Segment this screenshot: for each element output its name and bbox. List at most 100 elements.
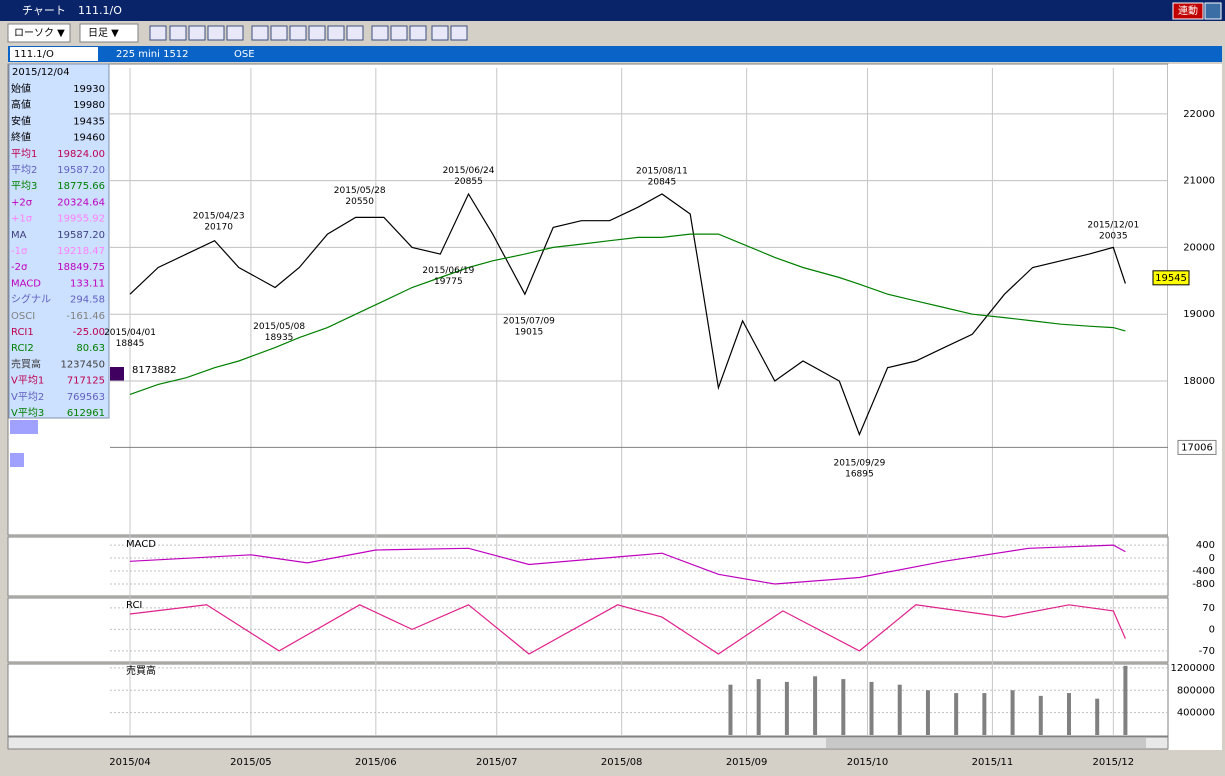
link-button-label[interactable]: 連動 <box>1178 4 1198 17</box>
extreme-date: 2015/07/09 <box>503 317 555 327</box>
info-value: 769563 <box>67 392 105 403</box>
period-label[interactable]: 日足 ▼ <box>88 27 119 39</box>
info-value: 80.63 <box>76 343 105 354</box>
volume-bar <box>813 676 818 735</box>
tool-icon[interactable] <box>251 25 269 41</box>
extreme-date: 2015/05/28 <box>334 186 386 196</box>
panel-label: RCI <box>126 600 142 611</box>
chart-kind-select[interactable] <box>7 23 71 43</box>
title-bar <box>0 0 1225 21</box>
x-tick-label: 2015/04 <box>109 757 151 768</box>
tool-icon[interactable] <box>270 25 288 41</box>
extreme-value: 20855 <box>454 177 483 187</box>
tool-icon[interactable] <box>390 25 408 41</box>
tool-icon[interactable] <box>371 25 389 41</box>
volume-bar <box>728 684 733 735</box>
info-date: 2015/12/04 <box>12 67 70 78</box>
volume-bar <box>784 681 789 735</box>
info-label: V平均3 <box>11 407 44 419</box>
info-bar <box>8 46 1222 62</box>
info-value: 19435 <box>73 116 105 127</box>
extreme-date: 2015/12/01 <box>1087 221 1139 231</box>
info-value: -25.00 <box>73 327 105 338</box>
price-tag: 19545 <box>1155 273 1187 284</box>
extreme-value: 20845 <box>648 177 677 187</box>
info-label: 始値 <box>11 82 31 95</box>
y-tick-label: 800000 <box>1177 685 1215 696</box>
info-label: 終値 <box>11 131 31 144</box>
volume-bar <box>1123 665 1128 735</box>
tool-icon[interactable] <box>149 25 167 41</box>
y-tick-label: 1200000 <box>1170 663 1215 674</box>
info-label: 売買高 <box>11 357 41 370</box>
tool-icon[interactable] <box>226 25 244 41</box>
y-tick-label: 0 <box>1209 624 1215 635</box>
info-label: +1σ <box>11 214 33 225</box>
y-tick-label: 19000 <box>1183 309 1215 320</box>
x-tick-label: 2015/08 <box>601 757 643 768</box>
series-line <box>129 544 1126 585</box>
x-tick-label: 2015/12 <box>1093 757 1135 768</box>
exchange: OSE <box>234 49 255 60</box>
info-label: 安値 <box>11 114 31 127</box>
info-label: -1σ <box>11 246 28 257</box>
tool-icon[interactable] <box>169 25 187 41</box>
code-text[interactable]: 111.1/O <box>14 49 54 60</box>
info-value: 19930 <box>73 84 105 95</box>
x-tick-label: 2015/09 <box>726 757 768 768</box>
volume-bar <box>756 679 761 735</box>
extreme-date: 2015/09/29 <box>833 458 885 468</box>
tool-icon[interactable] <box>188 25 206 41</box>
extreme-value: 18845 <box>116 339 145 349</box>
info-value: 18849.75 <box>57 262 105 273</box>
link-button[interactable] <box>1172 2 1204 20</box>
x-tick-label: 2015/10 <box>847 757 889 768</box>
tool-icon[interactable] <box>207 25 225 41</box>
tool-icon[interactable] <box>289 25 307 41</box>
info-label: シグナル <box>11 293 51 306</box>
tool-icon[interactable] <box>346 25 364 41</box>
window-symbol: 111.1/O <box>78 4 122 17</box>
volume-bar <box>869 681 874 735</box>
y-tick-label: 0 <box>1209 553 1215 564</box>
code-input[interactable] <box>10 47 98 61</box>
extreme-value: 20170 <box>204 223 233 233</box>
x-tick-label: 2015/07 <box>476 757 518 768</box>
info-value: 19587.20 <box>57 230 105 241</box>
tool-icon[interactable] <box>431 25 449 41</box>
info-value: 18775.66 <box>57 181 105 192</box>
right-axis-area <box>1168 64 1222 750</box>
volume-bar <box>1010 690 1015 735</box>
info-label: 平均1 <box>11 148 37 160</box>
info-label: 平均2 <box>11 164 37 176</box>
instrument-name: 225 mini 1512 <box>116 49 189 60</box>
extreme-value: 19015 <box>515 328 544 338</box>
volume-panel <box>7 663 1169 737</box>
extreme-date: 2015/05/08 <box>253 322 305 332</box>
info-label: OSCI <box>11 311 35 322</box>
level-tag: 17006 <box>1181 442 1213 453</box>
tool-icon[interactable] <box>327 25 345 41</box>
period-select[interactable] <box>79 23 139 43</box>
price-tag-box <box>1152 270 1190 286</box>
series-line <box>129 192 1126 437</box>
chart-kind-label[interactable]: ローソク ▼ <box>14 27 65 39</box>
tool-icon[interactable] <box>308 25 326 41</box>
close-button[interactable] <box>1204 2 1222 20</box>
info-value: 20324.64 <box>57 197 105 208</box>
main-panel <box>7 63 1169 536</box>
y-tick-label: -400 <box>1192 566 1215 577</box>
info-label: +2σ <box>11 197 33 208</box>
info-value: 1237450 <box>60 359 105 370</box>
window-title: チャート <box>22 4 66 17</box>
level-tag-box <box>1177 439 1217 455</box>
info-value: 19824.00 <box>57 149 105 160</box>
info-value: 133.11 <box>70 278 105 289</box>
info-value: -161.46 <box>66 311 105 322</box>
tool-icon[interactable] <box>450 25 468 41</box>
tool-icon[interactable] <box>409 25 427 41</box>
info-value: 612961 <box>67 408 105 419</box>
info-value: 19955.92 <box>57 214 105 225</box>
scroll-thumb[interactable] <box>826 738 1146 748</box>
